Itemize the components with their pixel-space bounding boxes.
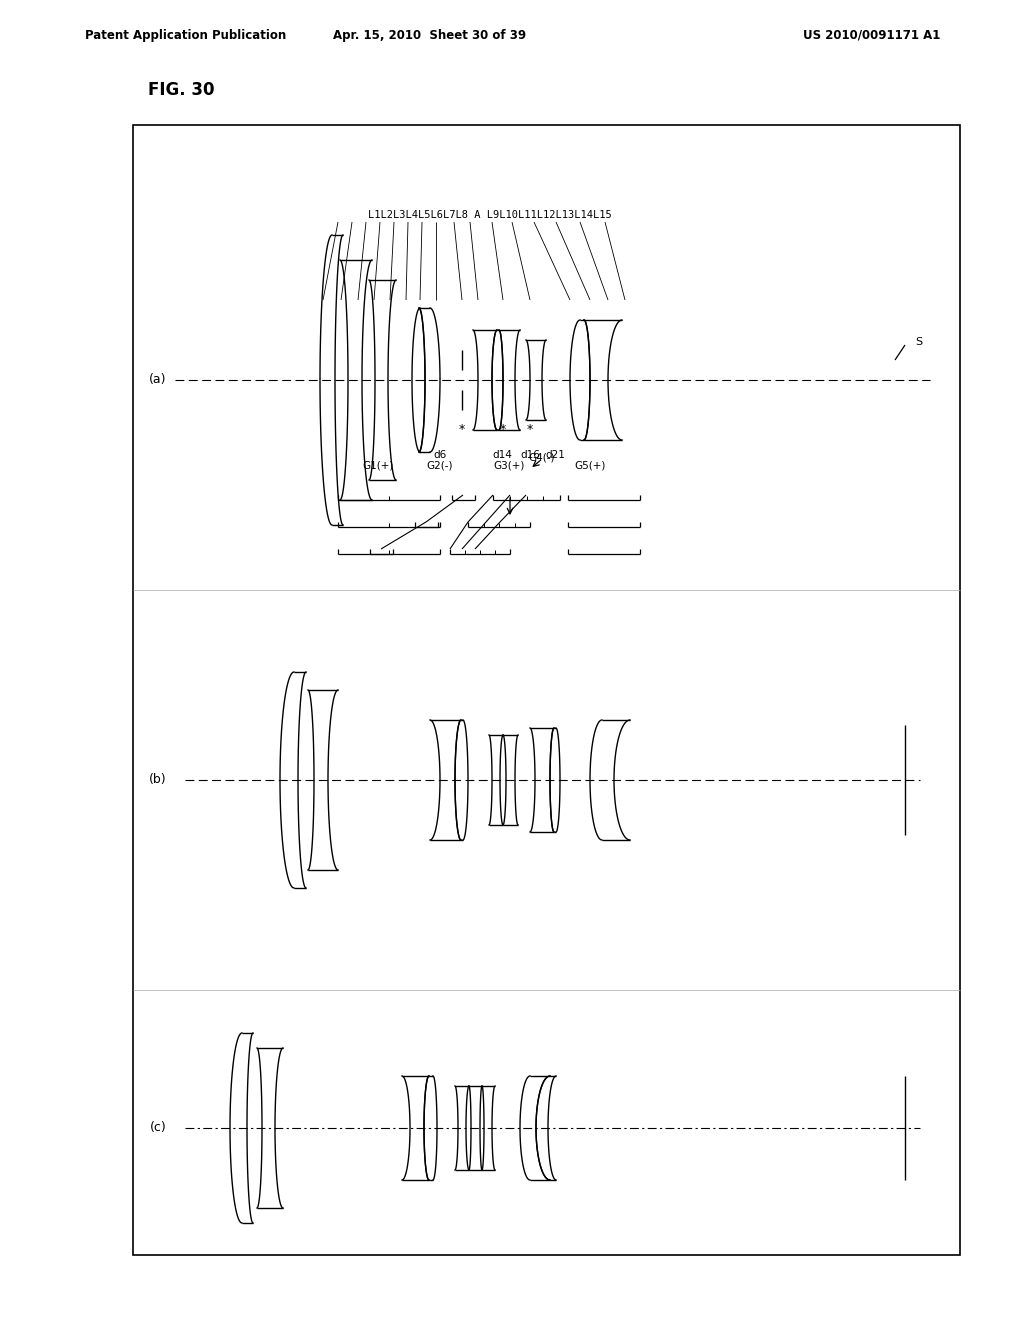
Text: (b): (b): [150, 774, 167, 787]
Text: G1(+): G1(+): [362, 459, 393, 470]
Text: d14: d14: [493, 450, 512, 459]
Text: d21: d21: [545, 450, 565, 459]
Text: S: S: [915, 337, 923, 347]
Text: *: *: [527, 424, 534, 437]
Text: FIG. 30: FIG. 30: [148, 81, 214, 99]
Text: G5(+): G5(+): [574, 459, 605, 470]
Text: US 2010/0091171 A1: US 2010/0091171 A1: [803, 29, 940, 41]
Text: L1L2L3L4L5L6L7L8 A L9L10L11L12L13L14L15: L1L2L3L4L5L6L7L8 A L9L10L11L12L13L14L15: [368, 210, 612, 220]
Text: G2(-): G2(-): [427, 459, 454, 470]
Text: d16: d16: [520, 450, 540, 459]
Text: G3(+): G3(+): [494, 459, 524, 470]
Bar: [133, 125, 961, 1255]
Text: d6: d6: [433, 450, 446, 459]
Text: (c): (c): [150, 1122, 166, 1134]
Text: *: *: [500, 424, 506, 437]
Text: Patent Application Publication: Patent Application Publication: [85, 29, 287, 41]
Text: (a): (a): [150, 374, 167, 387]
Text: *: *: [459, 424, 465, 437]
Text: Apr. 15, 2010  Sheet 30 of 39: Apr. 15, 2010 Sheet 30 of 39: [334, 29, 526, 41]
Text: G4(-): G4(-): [528, 451, 555, 462]
